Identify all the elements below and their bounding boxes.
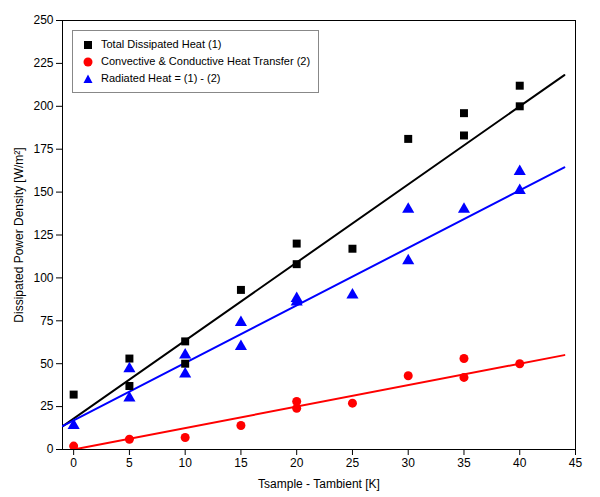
svg-text:75: 75 <box>40 314 54 328</box>
svg-text:150: 150 <box>33 185 53 199</box>
svg-text:175: 175 <box>33 142 53 156</box>
svg-text:35: 35 <box>457 456 471 470</box>
svg-text:15: 15 <box>234 456 248 470</box>
svg-text:20: 20 <box>290 456 304 470</box>
svg-text:225: 225 <box>33 56 53 70</box>
svg-text:10: 10 <box>178 456 192 470</box>
svg-text:45: 45 <box>569 456 583 470</box>
html-text:Radiated Heat = (1) - (2): Radiated Heat = (1) - (2) <box>101 72 221 84</box>
svg-text:Tsample - Tambient [K]: Tsample - Tambient [K] <box>258 477 380 491</box>
svg-text:200: 200 <box>33 99 53 113</box>
svg-text:Dissipated Power Density [W/m²: Dissipated Power Density [W/m²] <box>12 147 26 322</box>
svg-text:25: 25 <box>40 399 54 413</box>
svg-text:5: 5 <box>126 456 133 470</box>
svg-text:125: 125 <box>33 228 53 242</box>
html-text:Total Dissipated Heat (1): Total Dissipated Heat (1) <box>101 38 222 50</box>
svg-text:100: 100 <box>33 271 53 285</box>
svg-text:30: 30 <box>402 456 416 470</box>
svg-text:250: 250 <box>33 13 53 27</box>
html-text:Convective & Conductive Heat T: Convective & Conductive Heat Transfer (2… <box>101 55 311 67</box>
svg-text:0: 0 <box>47 442 54 456</box>
svg-text:0: 0 <box>70 456 77 470</box>
svg-text:25: 25 <box>346 456 360 470</box>
svg-text:40: 40 <box>513 456 527 470</box>
svg-text:50: 50 <box>40 357 54 371</box>
